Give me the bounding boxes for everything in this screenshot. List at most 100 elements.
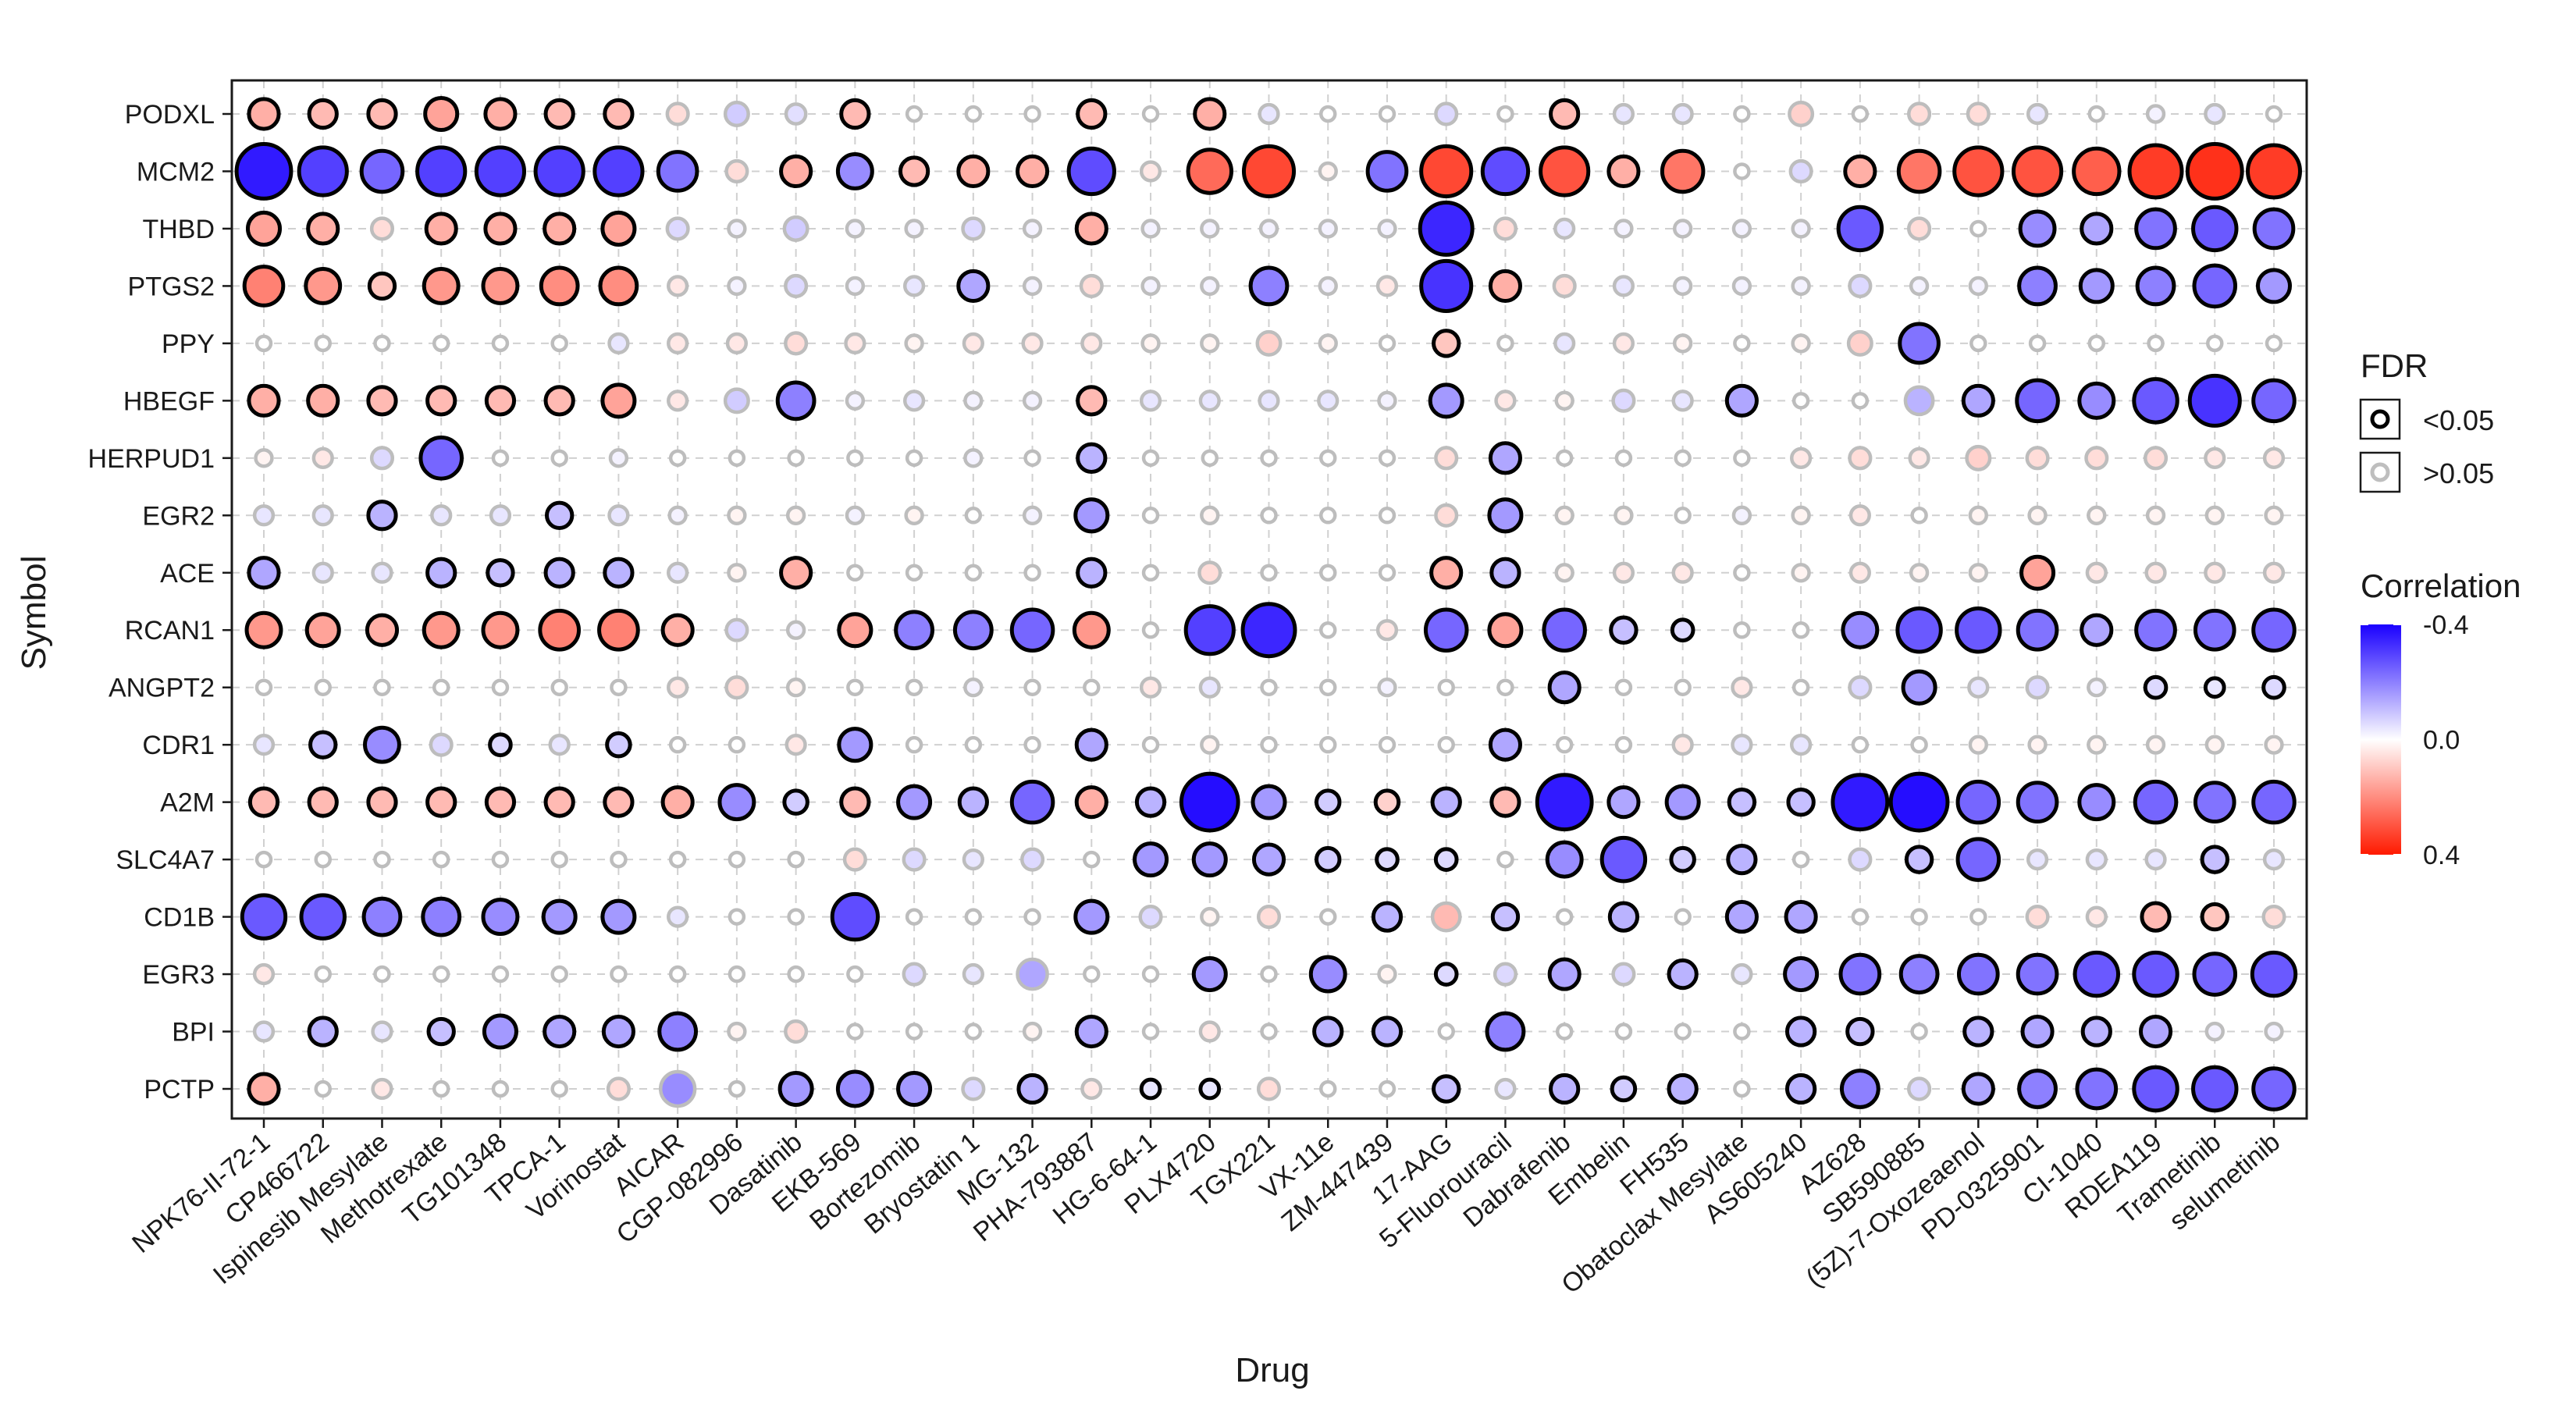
bubble-angpt2-27 <box>1848 675 1873 700</box>
bubble-ppy-13 <box>1021 332 1044 355</box>
bubble-angpt2-25 <box>1731 676 1753 699</box>
bubble-egr3-13 <box>1016 957 1049 991</box>
legend-correlation-title: Correlation <box>2361 567 2521 604</box>
bubble-mcm2-32 <box>2127 143 2184 200</box>
bubble-ptgs2-34 <box>2255 268 2293 304</box>
bubble-ace-7 <box>667 561 689 584</box>
bubble-podxl-20 <box>1434 101 1459 126</box>
bubble-egr2-27 <box>1848 504 1871 527</box>
bubble-mcm2-30 <box>2011 145 2064 197</box>
bubble-egr2-20 <box>1434 503 1459 528</box>
bubble-egr2-12 <box>964 507 983 525</box>
bubble-angpt2-0 <box>254 678 273 696</box>
bubble-bpi-15 <box>1141 1023 1160 1040</box>
bubble-cdr1-27 <box>1851 735 1870 754</box>
bubble-rcan1-0 <box>244 610 283 649</box>
bubble-cdr1-1 <box>308 730 338 759</box>
bubble-egr3-10 <box>846 965 864 984</box>
bubble-bpi-20 <box>1437 1023 1455 1040</box>
bubble-a2m-28 <box>1888 771 1950 833</box>
bubble-cd1b-2 <box>361 896 403 937</box>
bubble-pctp-34 <box>2251 1066 2297 1112</box>
bubble-a2m-32 <box>2133 779 2179 825</box>
bubble-egr2-29 <box>1968 505 1989 525</box>
bubble-ace-14 <box>1076 557 1108 589</box>
bubble-angpt2-18 <box>1318 678 1337 696</box>
bubble-hbegf-23 <box>1611 388 1636 413</box>
bubble-bpi-21 <box>1485 1011 1526 1052</box>
bubble-angpt2-31 <box>2087 678 2107 698</box>
bubble-hbegf-20 <box>1428 382 1464 419</box>
bubble-a2m-23 <box>1606 785 1641 820</box>
bubble-hbegf-19 <box>1377 390 1397 411</box>
bubble-ptgs2-24 <box>1672 276 1693 297</box>
bubble-angpt2-24 <box>1674 678 1692 696</box>
bubble-pctp-19 <box>1378 1080 1397 1098</box>
bubble-a2m-11 <box>896 784 933 820</box>
bubble-rcan1-16 <box>1183 604 1236 656</box>
bubble-angpt2-28 <box>1901 669 1937 706</box>
bubble-egr2-17 <box>1260 507 1278 525</box>
colorbar-tick-label: -0.4 <box>2423 610 2469 640</box>
bubble-slc4a7-32 <box>2144 848 2167 871</box>
legend: FDR <0.05 >0.05 Correlation -0.4 0.0 0.4 <box>2359 347 2521 870</box>
bubble-pctp-20 <box>1432 1074 1461 1104</box>
bubble-rcan1-10 <box>837 612 873 649</box>
bubble-herpud1-18 <box>1318 449 1337 468</box>
bubble-ptgs2-2 <box>367 271 397 301</box>
bubble-egr2-14 <box>1073 497 1110 534</box>
bubble-hbegf-11 <box>902 389 926 412</box>
bubble-angpt2-6 <box>610 678 628 696</box>
bubble-egr2-6 <box>607 504 630 527</box>
bubble-podxl-22 <box>1549 98 1581 130</box>
bubble-cd1b-6 <box>600 898 637 935</box>
bubble-angpt2-15 <box>1139 676 1162 699</box>
bubble-hbegf-1 <box>306 383 340 418</box>
bubble-ppy-33 <box>2206 334 2224 353</box>
bubble-slc4a7-26 <box>1791 850 1810 869</box>
bubble-a2m-15 <box>1134 786 1167 818</box>
y-axis-title: Symbol <box>15 556 53 670</box>
legend-fdr-label-sig: <0.05 <box>2423 404 2494 436</box>
bubble-egr3-17 <box>1260 965 1278 984</box>
bubble-herpud1-23 <box>1614 449 1633 468</box>
bubble-ppy-7 <box>667 332 689 355</box>
bubble-ace-12 <box>964 564 983 582</box>
bubble-ace-31 <box>2085 561 2108 584</box>
bubble-pctp-32 <box>2132 1065 2179 1113</box>
bubble-ppy-25 <box>1733 334 1751 353</box>
bubble-bpi-29 <box>1962 1016 1994 1048</box>
bubble-cdr1-32 <box>2145 735 2166 755</box>
bubble-cd1b-7 <box>667 905 689 928</box>
bubble-ace-17 <box>1260 564 1278 582</box>
bubble-bpi-24 <box>1674 1023 1692 1040</box>
bubble-ace-23 <box>1612 561 1635 584</box>
bubble-ptgs2-9 <box>784 273 809 298</box>
bubble-podxl-6 <box>603 98 635 130</box>
bubble-pctp-33 <box>2191 1065 2239 1113</box>
bubble-podxl-19 <box>1378 105 1397 123</box>
bubble-hbegf-33 <box>2187 373 2242 428</box>
bubble-thbd-16 <box>1200 219 1220 239</box>
bubble-ppy-0 <box>254 334 273 353</box>
bubble-mcm2-2 <box>359 148 405 194</box>
bubble-cdr1-21 <box>1488 727 1523 762</box>
bubble-herpud1-15 <box>1141 449 1160 468</box>
bubble-rcan1-27 <box>1841 610 1880 649</box>
bubble-cdr1-2 <box>363 725 401 764</box>
bubble-hbegf-13 <box>1022 390 1043 411</box>
bubble-ptgs2-8 <box>727 276 747 297</box>
bubble-hbegf-14 <box>1076 385 1108 417</box>
bubble-egr2-0 <box>252 504 276 527</box>
bubble-mcm2-23 <box>1606 154 1641 189</box>
bubble-thbd-7 <box>665 216 690 241</box>
bubble-ppy-31 <box>2087 334 2106 353</box>
bubble-podxl-10 <box>839 98 871 130</box>
bubble-mcm2-25 <box>1733 162 1751 180</box>
bubble-rcan1-29 <box>1955 606 2002 654</box>
bubble-bpi-26 <box>1784 1016 1817 1048</box>
bubble-herpud1-26 <box>1789 446 1813 469</box>
bubble-ace-21 <box>1489 557 1521 589</box>
bubble-cdr1-29 <box>1968 735 1989 755</box>
bubble-egr2-24 <box>1674 507 1692 525</box>
